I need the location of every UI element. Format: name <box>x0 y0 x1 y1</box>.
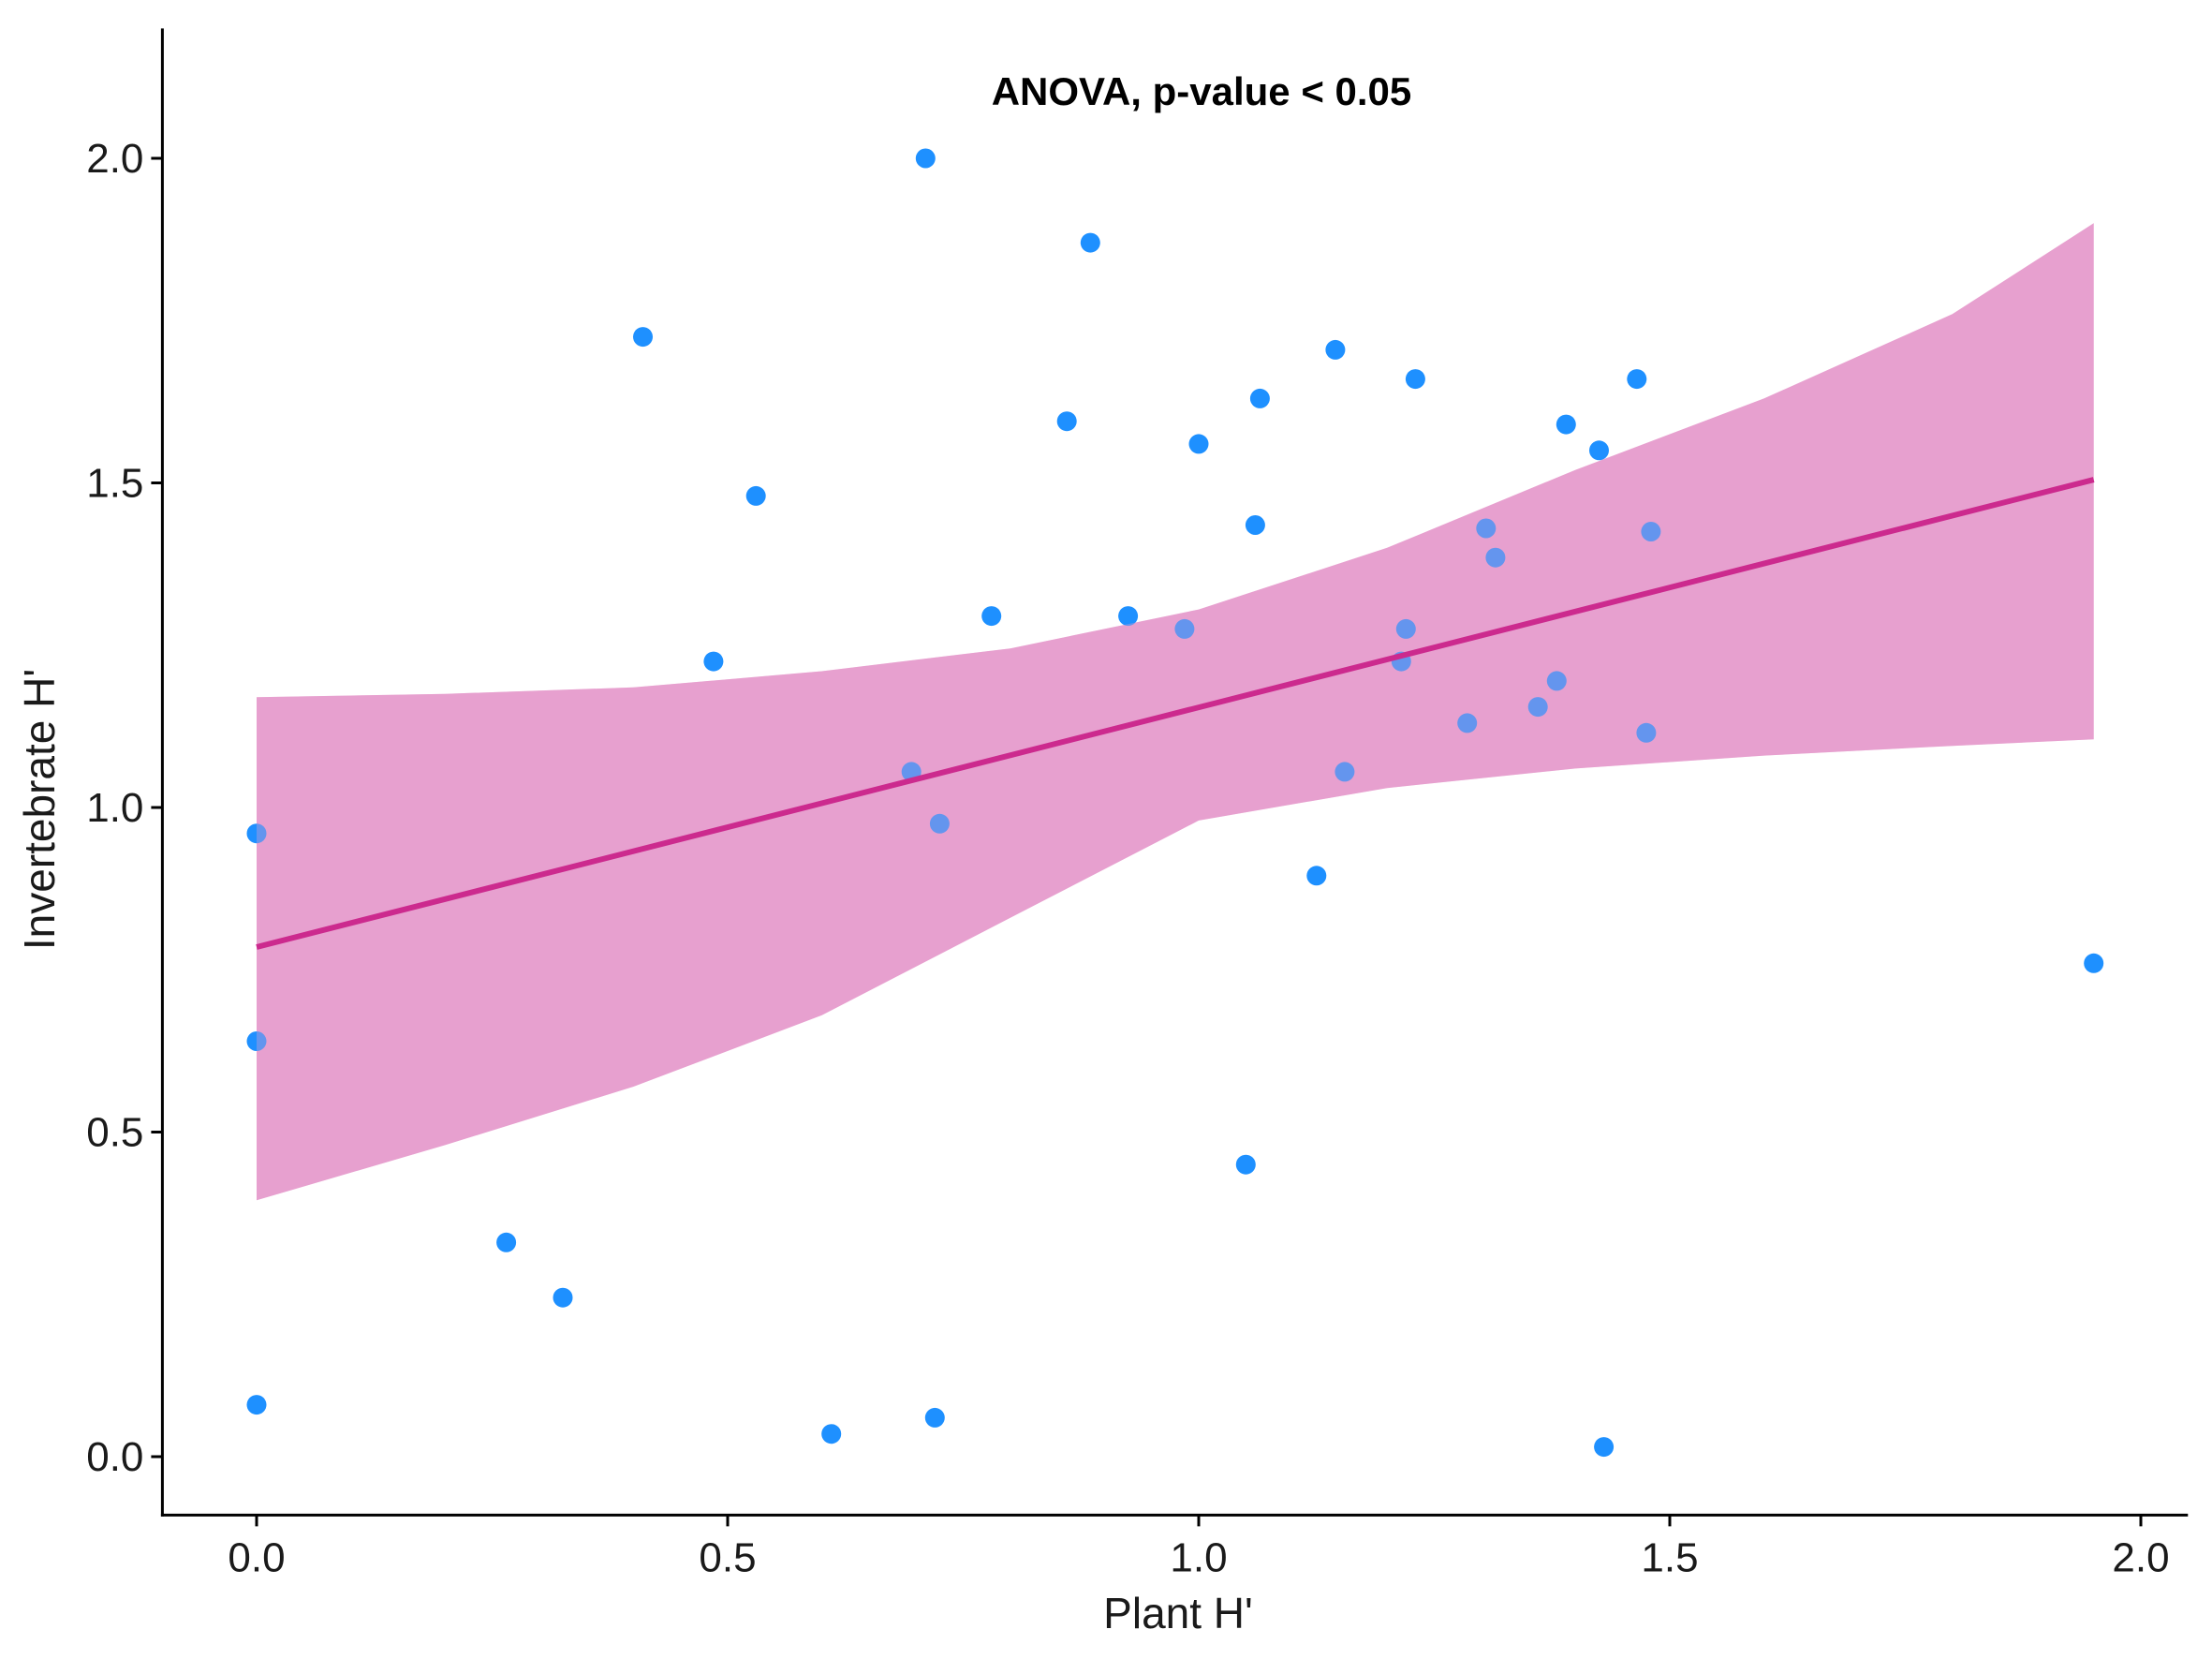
regression-line <box>256 477 2095 950</box>
data-point <box>246 1395 267 1415</box>
data-point <box>1527 697 1548 718</box>
data-point <box>246 1031 267 1051</box>
data-point <box>633 327 653 348</box>
data-point <box>1249 388 1270 408</box>
data-point <box>924 1407 945 1428</box>
data-point <box>1080 232 1100 253</box>
data-point <box>981 606 1002 627</box>
axes-layer <box>160 28 2189 1517</box>
y-tick-label: 2.0 <box>86 136 143 182</box>
x-tick-label: 2.0 <box>2112 1534 2169 1580</box>
data-point <box>1641 522 1661 541</box>
x-tick-label: 0.0 <box>228 1534 285 1580</box>
data-point <box>496 1232 517 1252</box>
anova-annotation: ANOVA, p-value < 0.05 <box>992 69 1412 113</box>
x-tick-label: 0.5 <box>699 1534 756 1580</box>
x-axis-title: Plant H' <box>1103 1589 1253 1637</box>
data-point <box>1056 411 1077 432</box>
data-point <box>1457 713 1478 733</box>
data-point <box>1476 518 1497 539</box>
data-point <box>1395 618 1416 639</box>
data-point <box>1556 414 1576 435</box>
y-tick-label: 0.5 <box>86 1110 143 1156</box>
data-point <box>1546 671 1567 691</box>
data-point <box>1188 434 1209 454</box>
data-point <box>1485 547 1506 568</box>
data-point <box>246 823 267 844</box>
data-point <box>1118 606 1139 627</box>
data-point <box>1594 1437 1615 1458</box>
data-point <box>1235 1154 1256 1175</box>
x-tick-label: 1.5 <box>1641 1534 1698 1580</box>
data-point <box>929 813 950 834</box>
data-point <box>1636 722 1657 743</box>
data-point <box>1627 369 1647 390</box>
data-point <box>1245 515 1265 535</box>
ticks-layer: 0.0 0.5 1.0 1.5 2.0 0.0 0.5 1.0 1.5 2.0 <box>86 136 2169 1580</box>
x-tick-label: 1.0 <box>1170 1534 1227 1580</box>
data-point <box>1589 440 1609 461</box>
y-axis-title: Invertebrate H' <box>15 669 64 950</box>
data-point <box>703 651 724 672</box>
data-point <box>1405 369 1425 390</box>
data-point <box>821 1424 842 1444</box>
data-point <box>1174 618 1195 639</box>
data-point <box>915 148 936 169</box>
data-point <box>1306 866 1327 886</box>
data-point <box>1335 762 1355 782</box>
data-point <box>1325 339 1346 360</box>
points-layer <box>246 148 2104 1458</box>
y-tick-label: 0.0 <box>86 1434 143 1480</box>
y-tick-label: 1.0 <box>86 785 143 831</box>
y-tick-label: 1.5 <box>86 461 143 507</box>
data-point <box>2084 953 2104 973</box>
data-point <box>553 1287 573 1308</box>
data-point <box>745 485 766 506</box>
